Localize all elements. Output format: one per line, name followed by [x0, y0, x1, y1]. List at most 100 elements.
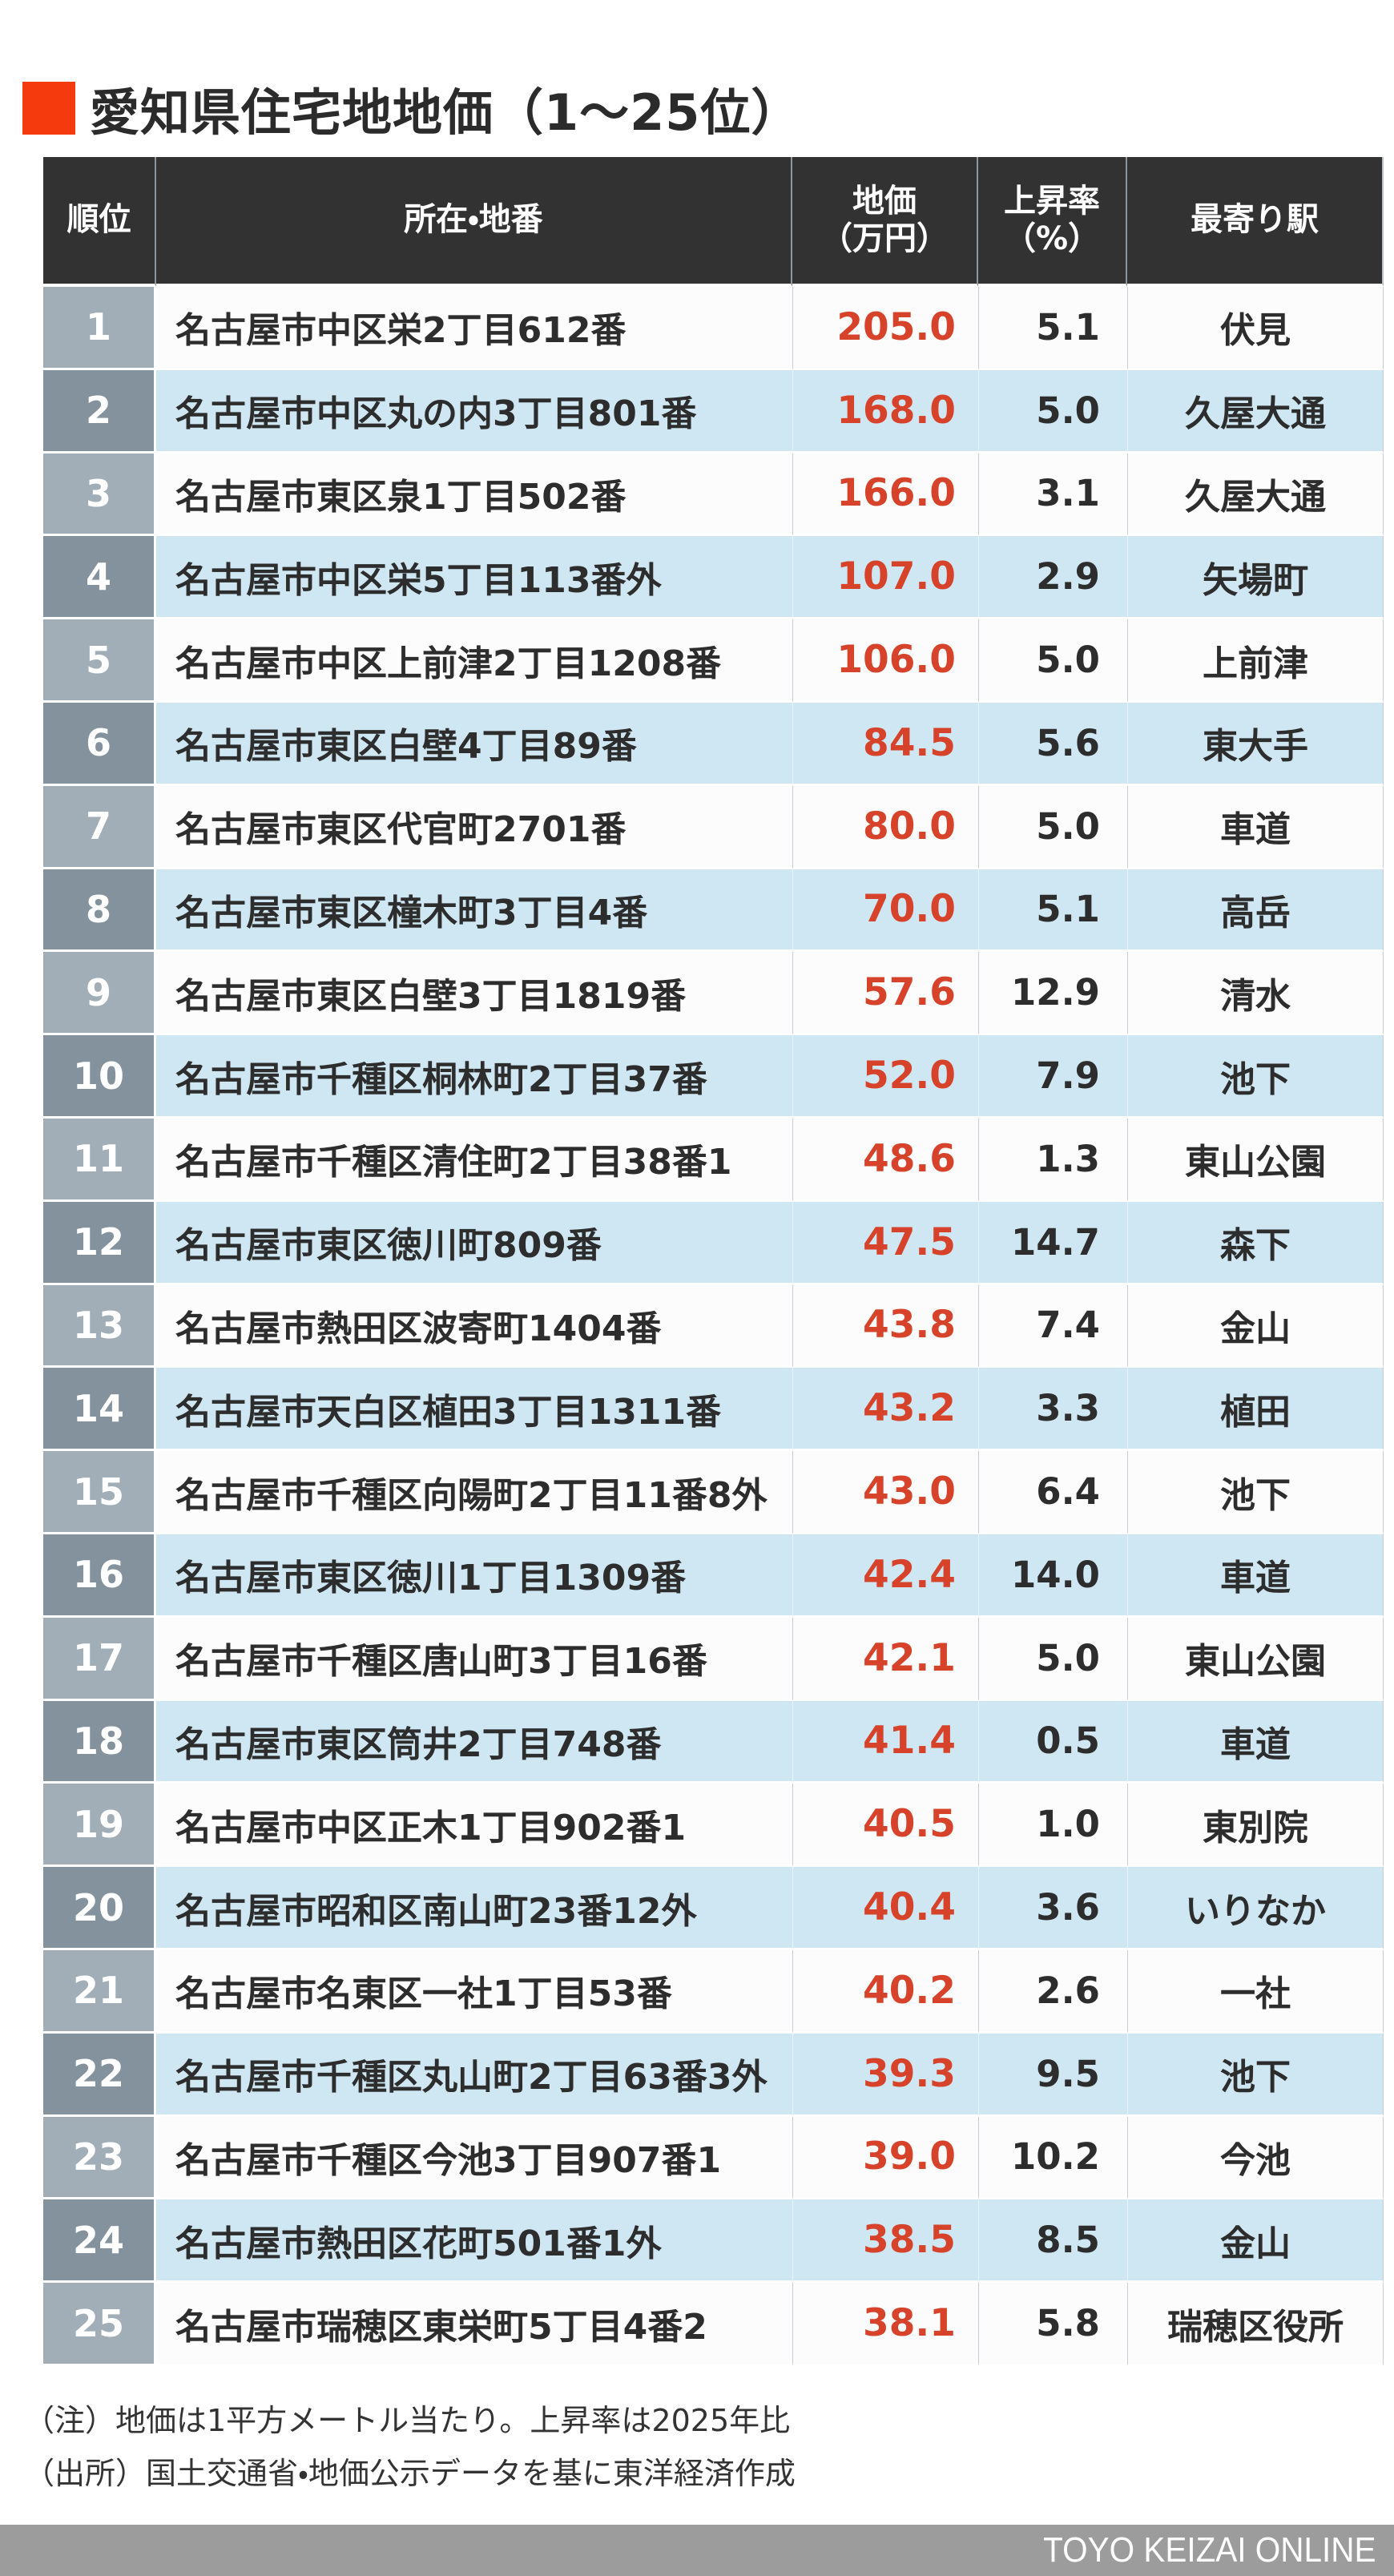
price-cell: 40.5 [792, 1784, 978, 1868]
station-cell: いりなか [1127, 1867, 1384, 1950]
station-cell: 金山 [1127, 2199, 1384, 2284]
price-cell: 41.4 [792, 1700, 978, 1784]
location-cell: 名古屋市中区丸の内3丁目801番 [156, 369, 792, 454]
rate-cell: 5.0 [978, 369, 1127, 454]
location-cell: 名古屋市東区代官町2701番 [156, 785, 792, 869]
location-cell: 名古屋市天白区植田3丁目1311番 [156, 1368, 792, 1452]
rate-cell: 10.2 [978, 2116, 1127, 2200]
rate-cell: 5.0 [978, 1617, 1127, 1701]
station-cell: 久屋大通 [1127, 453, 1384, 537]
location-cell: 名古屋市熱田区波寄町1404番 [156, 1284, 792, 1369]
price-cell: 39.0 [792, 2116, 978, 2200]
location-cell: 名古屋市東区徳川1丁目1309番 [156, 1534, 792, 1618]
station-cell: 植田 [1127, 1368, 1384, 1452]
station-cell: 東別院 [1127, 1784, 1384, 1868]
rank-cell: 18 [43, 1700, 156, 1784]
title-accent-square [22, 82, 75, 135]
station-cell: 今池 [1127, 2116, 1384, 2200]
price-cell: 43.2 [792, 1368, 978, 1452]
station-cell: 東山公園 [1127, 1617, 1384, 1701]
price-cell: 168.0 [792, 369, 978, 454]
col-header-rate-line2: （%） [1003, 220, 1101, 257]
station-cell: 東山公園 [1127, 1118, 1384, 1202]
location-cell: 名古屋市千種区桐林町2丁目37番 [156, 1035, 792, 1119]
location-cell: 名古屋市千種区丸山町2丁目63番3外 [156, 2033, 792, 2117]
location-cell: 名古屋市昭和区南山町23番12外 [156, 1867, 792, 1950]
price-cell: 42.1 [792, 1617, 978, 1701]
title-block: 愛知県住宅地地価（1～25位） [22, 72, 801, 144]
rank-cell: 21 [43, 1949, 156, 2034]
rate-cell: 1.0 [978, 1784, 1127, 1868]
rate-cell: 5.1 [978, 287, 1127, 370]
station-cell: 池下 [1127, 1035, 1384, 1119]
rank-cell: 15 [43, 1451, 156, 1534]
rank-cell: 6 [43, 702, 156, 786]
location-cell: 名古屋市千種区唐山町3丁目16番 [156, 1617, 792, 1701]
location-cell: 名古屋市千種区向陽町2丁目11番8外 [156, 1451, 792, 1534]
col-header-rate-line1: 上昇率 [1004, 182, 1100, 220]
station-cell: 一社 [1127, 1949, 1384, 2034]
brand-logo-text: TOYO KEIZAI ONLINE [1043, 2530, 1376, 2570]
location-cell: 名古屋市瑞穂区東栄町5丁目4番2 [156, 2283, 792, 2366]
rank-cell: 17 [43, 1617, 156, 1701]
station-cell: 久屋大通 [1127, 369, 1384, 454]
rank-cell: 12 [43, 1201, 156, 1285]
rank-cell: 11 [43, 1118, 156, 1202]
footer-bar: TOYO KEIZAI ONLINE [0, 2525, 1394, 2576]
price-cell: 40.4 [792, 1867, 978, 1950]
rate-cell: 7.4 [978, 1284, 1127, 1369]
location-cell: 名古屋市東区白壁3丁目1819番 [156, 952, 792, 1036]
col-header-rate: 上昇率 （%） [978, 157, 1127, 287]
rank-cell: 7 [43, 785, 156, 869]
station-cell: 矢場町 [1127, 536, 1384, 620]
price-cell: 39.3 [792, 2033, 978, 2117]
price-cell: 42.4 [792, 1534, 978, 1618]
rank-cell: 20 [43, 1867, 156, 1950]
station-cell: 池下 [1127, 2033, 1384, 2117]
rate-cell: 3.6 [978, 1867, 1127, 1950]
rate-cell: 5.6 [978, 702, 1127, 786]
rank-cell: 2 [43, 369, 156, 454]
location-cell: 名古屋市東区泉1丁目502番 [156, 453, 792, 537]
location-cell: 名古屋市千種区今池3丁目907番1 [156, 2116, 792, 2200]
station-cell: 車道 [1127, 1534, 1384, 1618]
rank-cell: 13 [43, 1284, 156, 1369]
station-cell: 車道 [1127, 1700, 1384, 1784]
rate-cell: 5.1 [978, 869, 1127, 953]
price-cell: 70.0 [792, 869, 978, 953]
rank-cell: 4 [43, 536, 156, 620]
location-cell: 名古屋市中区栄2丁目612番 [156, 287, 792, 370]
price-cell: 48.6 [792, 1118, 978, 1202]
location-cell: 名古屋市名東区一社1丁目53番 [156, 1949, 792, 2034]
rate-cell: 7.9 [978, 1035, 1127, 1119]
location-cell: 名古屋市千種区清住町2丁目38番1 [156, 1118, 792, 1202]
price-cell: 80.0 [792, 785, 978, 869]
rate-cell: 2.9 [978, 536, 1127, 620]
rate-cell: 14.0 [978, 1534, 1127, 1618]
col-header-price-line1: 地価 [852, 182, 917, 220]
rate-cell: 0.5 [978, 1700, 1127, 1784]
note-line: （出所）国土交通省・地価公示データを基に東洋経済作成 [24, 2456, 796, 2491]
rank-cell: 14 [43, 1368, 156, 1452]
rank-cell: 25 [43, 2283, 156, 2366]
rank-cell: 3 [43, 453, 156, 537]
rank-cell: 23 [43, 2116, 156, 2200]
rank-cell: 8 [43, 869, 156, 953]
rate-cell: 5.0 [978, 619, 1127, 703]
location-cell: 名古屋市中区上前津2丁目1208番 [156, 619, 792, 703]
page-title: 愛知県住宅地地価（1～25位） [90, 83, 802, 142]
station-cell: 車道 [1127, 785, 1384, 869]
rank-cell: 16 [43, 1534, 156, 1618]
rank-cell: 10 [43, 1035, 156, 1119]
location-cell: 名古屋市熱田区花町501番1外 [156, 2199, 792, 2284]
station-cell: 清水 [1127, 952, 1384, 1036]
col-header-rank: 順位 [43, 157, 156, 287]
rank-cell: 24 [43, 2199, 156, 2284]
rate-cell: 14.7 [978, 1201, 1127, 1285]
price-cell: 52.0 [792, 1035, 978, 1119]
price-cell: 38.1 [792, 2283, 978, 2366]
rate-cell: 1.3 [978, 1118, 1127, 1202]
price-cell: 106.0 [792, 619, 978, 703]
station-cell: 金山 [1127, 1284, 1384, 1369]
location-cell: 名古屋市東区筒井2丁目748番 [156, 1700, 792, 1784]
